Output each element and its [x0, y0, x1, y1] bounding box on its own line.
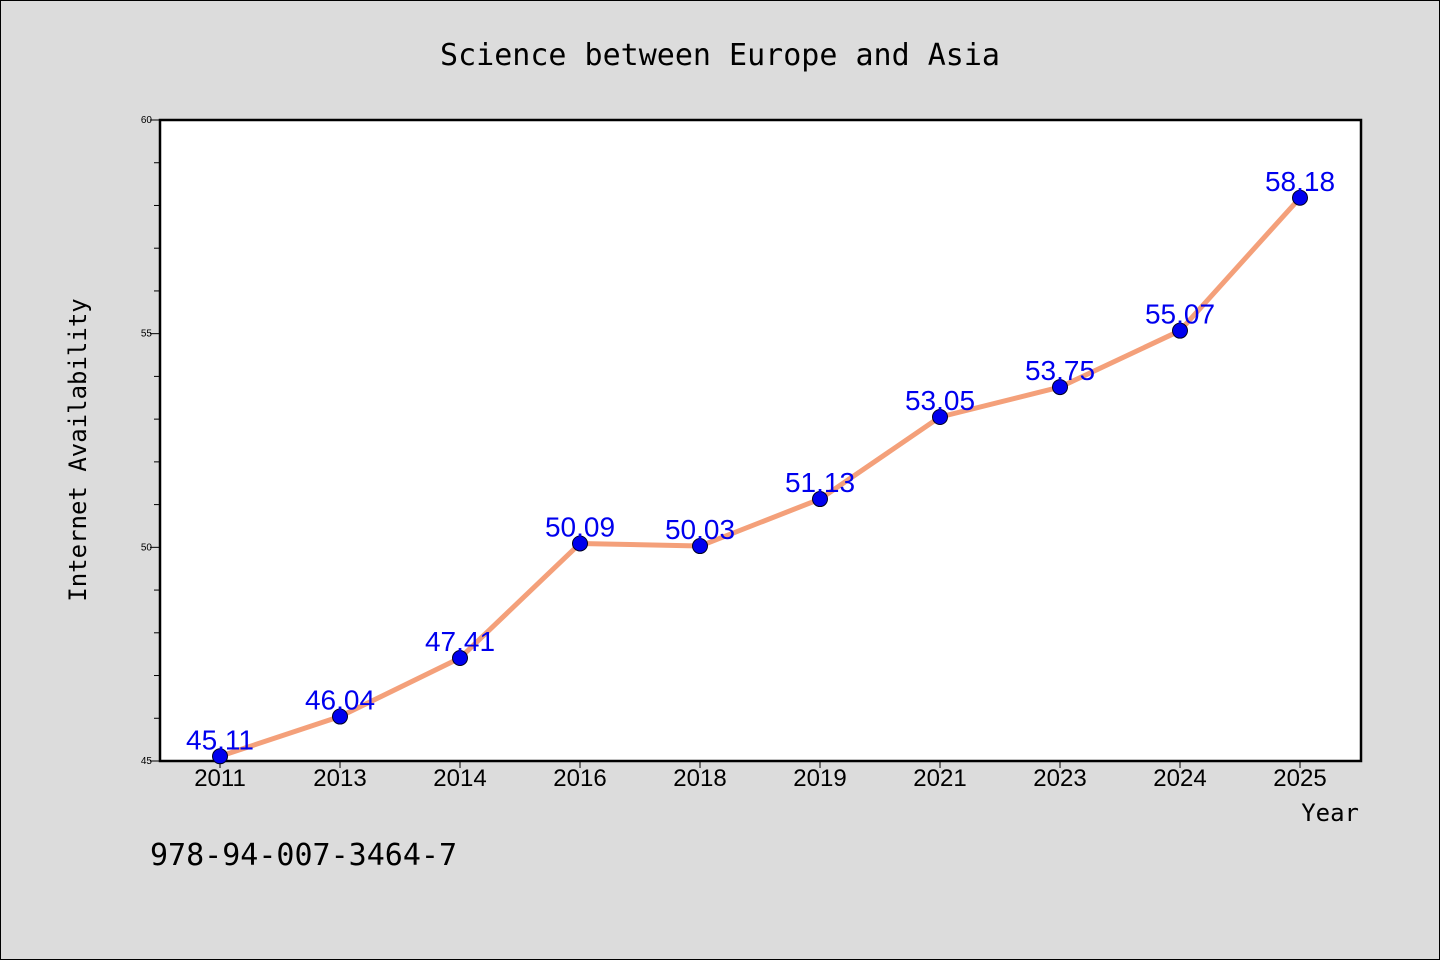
data-point — [1172, 322, 1188, 339]
y-axis-label: Internet Availability — [64, 298, 92, 601]
data-label: 58.18 — [1265, 166, 1335, 197]
data-label: 47.41 — [425, 626, 495, 657]
series-line — [217, 195, 1303, 759]
x-tick-label: 2023 — [1033, 765, 1086, 792]
data-label: 45.11 — [186, 724, 254, 755]
series-markers — [212, 189, 1308, 765]
y-tick-label: 45 — [141, 756, 153, 767]
data-point — [332, 708, 348, 725]
data-point — [812, 491, 828, 508]
data-label: 53.75 — [1025, 355, 1095, 386]
x-tick-label: 2018 — [673, 765, 726, 792]
x-tick-label: 2013 — [313, 765, 366, 792]
data-label: 55.07 — [1145, 299, 1215, 330]
data-point — [692, 538, 708, 555]
data-labels: 45.11 46.04 47.41 50.09 50.03 51.13 53.05 53.75… — [186, 166, 1335, 756]
x-tick-label: 2014 — [433, 765, 486, 792]
data-label: 46.04 — [305, 685, 375, 716]
x-tick-label: 2024 — [1153, 765, 1206, 792]
y-tick-label: 60 — [141, 115, 153, 126]
x-tick-label: 2025 — [1273, 765, 1326, 792]
y-tick-label: 55 — [141, 329, 153, 340]
x-axis-ticks: 2011 2013 2014 2016 2018 2019 2021 2023 2024 2025 — [194, 761, 1327, 792]
y-axis-ticks: 45 50 55 60 — [141, 115, 160, 767]
x-axis-label: Year — [1301, 799, 1359, 827]
data-point — [452, 650, 468, 667]
data-label: 50.03 — [665, 514, 735, 545]
x-tick-label: 2019 — [793, 765, 846, 792]
plot-area — [158, 118, 1363, 763]
chart-title: Science between Europe and Asia — [440, 38, 1000, 73]
data-point — [1292, 189, 1308, 206]
series-line-path — [217, 195, 1303, 759]
x-tick-label: 2016 — [553, 765, 606, 792]
y-tick-label: 50 — [141, 542, 153, 553]
data-label: 50.09 — [545, 511, 615, 542]
data-label: 51.13 — [785, 467, 855, 498]
data-point — [212, 748, 228, 765]
isbn-annotation: 978-94-007-3464-7 — [150, 838, 457, 873]
data-point — [1052, 379, 1068, 396]
data-label: 53.05 — [905, 385, 975, 416]
data-point — [572, 535, 588, 552]
x-tick-label: 2021 — [913, 765, 966, 792]
x-tick-label: 2011 — [194, 765, 246, 792]
data-point — [932, 408, 948, 425]
